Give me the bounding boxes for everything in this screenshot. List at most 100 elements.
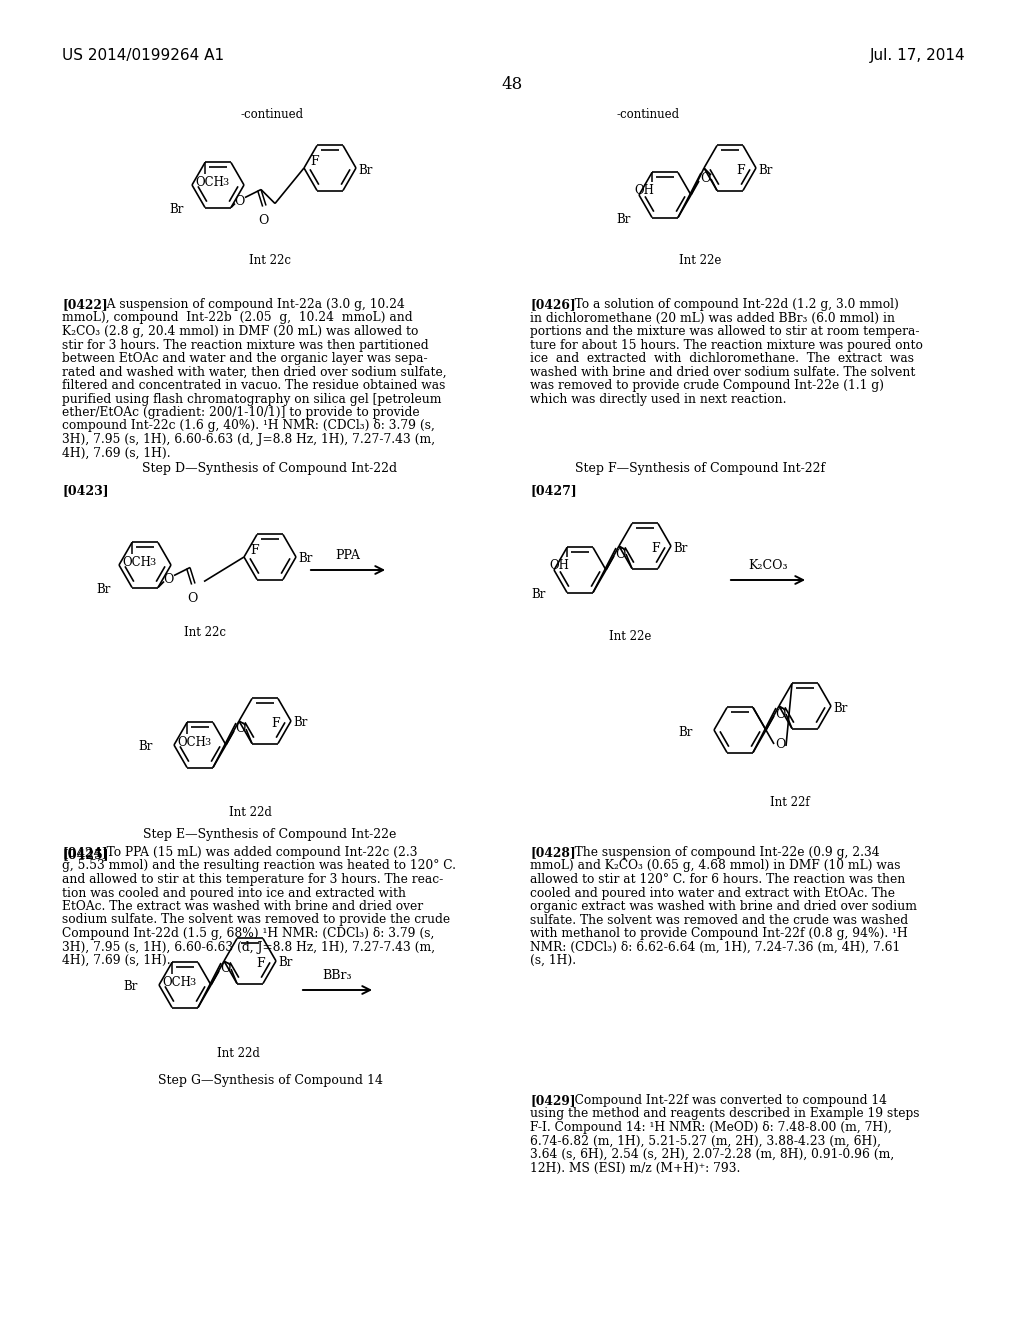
Text: OCH: OCH xyxy=(177,737,206,750)
Text: 3H), 7.95 (s, 1H), 6.60-6.63 (d, J=8.8 Hz, 1H), 7.27-7.43 (m,: 3H), 7.95 (s, 1H), 6.60-6.63 (d, J=8.8 H… xyxy=(62,433,435,446)
Text: 48: 48 xyxy=(502,77,522,92)
Text: F: F xyxy=(736,164,745,177)
Text: O: O xyxy=(234,722,245,735)
Text: Step G—Synthesis of Compound 14: Step G—Synthesis of Compound 14 xyxy=(158,1074,383,1086)
Text: tion was cooled and poured into ice and extracted with: tion was cooled and poured into ice and … xyxy=(62,887,406,899)
Text: organic extract was washed with brine and dried over sodium: organic extract was washed with brine an… xyxy=(530,900,918,913)
Text: sodium sulfate. The solvent was removed to provide the crude: sodium sulfate. The solvent was removed … xyxy=(62,913,451,927)
Text: Compound Int-22d (1.5 g, 68%) ¹H NMR: (CDCl₃) δ: 3.79 (s,: Compound Int-22d (1.5 g, 68%) ¹H NMR: (C… xyxy=(62,927,434,940)
Text: Br: Br xyxy=(833,701,848,714)
Text: O: O xyxy=(775,738,785,751)
Text: [0424]: [0424] xyxy=(62,846,108,859)
Text: allowed to stir at 120° C. for 6 hours. The reaction was then: allowed to stir at 120° C. for 6 hours. … xyxy=(530,873,905,886)
Text: [0429]: [0429] xyxy=(530,1094,575,1107)
Text: Br: Br xyxy=(169,203,183,216)
Text: Br: Br xyxy=(278,957,293,969)
Text: 6.74-6.82 (m, 1H), 5.21-5.27 (m, 2H), 3.88-4.23 (m, 6H),: 6.74-6.82 (m, 1H), 5.21-5.27 (m, 2H), 3.… xyxy=(530,1134,881,1147)
Text: The suspension of compound Int-22e (0.9 g, 2.34: The suspension of compound Int-22e (0.9 … xyxy=(563,846,880,859)
Text: To PPA (15 mL) was added compound Int-22c (2.3: To PPA (15 mL) was added compound Int-22… xyxy=(95,846,418,859)
Text: stir for 3 hours. The reaction mixture was then partitioned: stir for 3 hours. The reaction mixture w… xyxy=(62,338,429,351)
Text: Step D—Synthesis of Compound Int-22d: Step D—Synthesis of Compound Int-22d xyxy=(142,462,397,475)
Text: K₂CO₃ (2.8 g, 20.4 mmol) in DMF (20 mL) was allowed to: K₂CO₃ (2.8 g, 20.4 mmol) in DMF (20 mL) … xyxy=(62,325,419,338)
Text: O: O xyxy=(163,573,173,586)
Text: Br: Br xyxy=(298,553,312,565)
Text: Br: Br xyxy=(138,741,153,754)
Text: A suspension of compound Int-22a (3.0 g, 10.24: A suspension of compound Int-22a (3.0 g,… xyxy=(95,298,404,312)
Text: Br: Br xyxy=(673,541,687,554)
Text: 3: 3 xyxy=(222,178,228,187)
Text: cooled and poured into water and extract with EtOAc. The: cooled and poured into water and extract… xyxy=(530,887,895,899)
Text: Compound Int-22f was converted to compound 14: Compound Int-22f was converted to compou… xyxy=(563,1094,887,1107)
Text: filtered and concentrated in vacuo. The residue obtained was: filtered and concentrated in vacuo. The … xyxy=(62,379,445,392)
Text: F: F xyxy=(651,541,660,554)
Text: Br: Br xyxy=(96,583,111,597)
Text: -continued: -continued xyxy=(241,108,303,121)
Text: O: O xyxy=(258,214,268,227)
Text: O: O xyxy=(699,173,711,186)
Text: Step F—Synthesis of Compound Int-22f: Step F—Synthesis of Compound Int-22f xyxy=(574,462,825,475)
Text: ether/EtOAc (gradient: 200/1-10/1)] to provide to provide: ether/EtOAc (gradient: 200/1-10/1)] to p… xyxy=(62,407,420,418)
Text: [0428]: [0428] xyxy=(530,846,575,859)
Text: which was directly used in next reaction.: which was directly used in next reaction… xyxy=(530,392,786,405)
Text: g, 5.53 mmol) and the resulting reaction was heated to 120° C.: g, 5.53 mmol) and the resulting reaction… xyxy=(62,859,456,873)
Text: Br: Br xyxy=(531,587,546,601)
Text: F: F xyxy=(271,717,281,730)
Text: purified using flash chromatography on silica gel [petroleum: purified using flash chromatography on s… xyxy=(62,392,441,405)
Text: OCH: OCH xyxy=(122,557,151,569)
Text: using the method and reagents described in Example 19 steps: using the method and reagents described … xyxy=(530,1107,920,1121)
Text: US 2014/0199264 A1: US 2014/0199264 A1 xyxy=(62,48,224,63)
Text: 12H). MS (ESI) m/z (M+H)⁺: 793.: 12H). MS (ESI) m/z (M+H)⁺: 793. xyxy=(530,1162,740,1175)
Text: 3.64 (s, 6H), 2.54 (s, 2H), 2.07-2.28 (m, 8H), 0.91-0.96 (m,: 3.64 (s, 6H), 2.54 (s, 2H), 2.07-2.28 (m… xyxy=(530,1148,894,1162)
Text: ice  and  extracted  with  dichloromethane.  The  extract  was: ice and extracted with dichloromethane. … xyxy=(530,352,914,366)
Text: compound Int-22c (1.6 g, 40%). ¹H NMR: (CDCl₃) δ: 3.79 (s,: compound Int-22c (1.6 g, 40%). ¹H NMR: (… xyxy=(62,420,435,433)
Text: Int 22d: Int 22d xyxy=(216,1047,259,1060)
Text: mmoL) and K₂CO₃ (0.65 g, 4.68 mmol) in DMF (10 mL) was: mmoL) and K₂CO₃ (0.65 g, 4.68 mmol) in D… xyxy=(530,859,900,873)
Text: OCH: OCH xyxy=(195,177,224,190)
Text: rated and washed with water, then dried over sodium sulfate,: rated and washed with water, then dried … xyxy=(62,366,446,379)
Text: Int 22d: Int 22d xyxy=(228,807,271,818)
Text: (s, 1H).: (s, 1H). xyxy=(530,954,577,968)
Text: Int 22e: Int 22e xyxy=(679,253,721,267)
Text: F: F xyxy=(251,544,259,557)
Text: EtOAc. The extract was washed with brine and dried over: EtOAc. The extract was washed with brine… xyxy=(62,900,423,913)
Text: O: O xyxy=(186,591,198,605)
Text: and allowed to stir at this temperature for 3 hours. The reac-: and allowed to stir at this temperature … xyxy=(62,873,443,886)
Text: [0427]: [0427] xyxy=(530,484,577,498)
Text: Int 22c: Int 22c xyxy=(249,253,291,267)
Text: between EtOAc and water and the organic layer was sepa-: between EtOAc and water and the organic … xyxy=(62,352,428,366)
Text: OCH: OCH xyxy=(162,977,190,990)
Text: Br: Br xyxy=(293,717,307,730)
Text: Br: Br xyxy=(616,213,631,226)
Text: O: O xyxy=(775,708,785,721)
Text: [0423]: [0423] xyxy=(62,484,109,498)
Text: O: O xyxy=(233,195,244,209)
Text: Step E—Synthesis of Compound Int-22e: Step E—Synthesis of Compound Int-22e xyxy=(143,828,396,841)
Text: Int 22e: Int 22e xyxy=(609,630,651,643)
Text: Br: Br xyxy=(358,164,373,177)
Text: F-I. Compound 14: ¹H NMR: (MeOD) δ: 7.48-8.00 (m, 7H),: F-I. Compound 14: ¹H NMR: (MeOD) δ: 7.48… xyxy=(530,1121,892,1134)
Text: 4H), 7.69 (s, 1H).: 4H), 7.69 (s, 1H). xyxy=(62,446,171,459)
Text: [0426]: [0426] xyxy=(530,298,575,312)
Text: NMR: (CDCl₃) δ: 6.62-6.64 (m, 1H), 7.24-7.36 (m, 4H), 7.61: NMR: (CDCl₃) δ: 6.62-6.64 (m, 1H), 7.24-… xyxy=(530,940,900,953)
Text: PPA: PPA xyxy=(336,549,360,562)
Text: K₂CO₃: K₂CO₃ xyxy=(749,558,787,572)
Text: sulfate. The solvent was removed and the crude was washed: sulfate. The solvent was removed and the… xyxy=(530,913,908,927)
Text: [0422]: [0422] xyxy=(62,298,108,312)
Text: in dichloromethane (20 mL) was added BBr₃ (6.0 mmol) in: in dichloromethane (20 mL) was added BBr… xyxy=(530,312,895,325)
Text: 3: 3 xyxy=(204,738,210,747)
Text: Int 22f: Int 22f xyxy=(770,796,810,809)
Text: washed with brine and dried over sodium sulfate. The solvent: washed with brine and dried over sodium … xyxy=(530,366,915,379)
Text: 4H), 7.69 (s, 1H).: 4H), 7.69 (s, 1H). xyxy=(62,954,171,968)
Text: Br: Br xyxy=(678,726,692,738)
Text: O: O xyxy=(220,962,230,975)
Text: Int 22c: Int 22c xyxy=(184,626,226,639)
Text: Br: Br xyxy=(758,164,772,177)
Text: was removed to provide crude Compound Int-22e (1.1 g): was removed to provide crude Compound In… xyxy=(530,379,884,392)
Text: BBr₃: BBr₃ xyxy=(323,969,352,982)
Text: with methanol to provide Compound Int-22f (0.8 g, 94%). ¹H: with methanol to provide Compound Int-22… xyxy=(530,927,907,940)
Text: -continued: -continued xyxy=(616,108,680,121)
Text: portions and the mixture was allowed to stir at room tempera-: portions and the mixture was allowed to … xyxy=(530,325,920,338)
Text: O: O xyxy=(614,548,626,561)
Text: OH: OH xyxy=(549,560,569,573)
Text: To a solution of compound Int-22d (1.2 g, 3.0 mmol): To a solution of compound Int-22d (1.2 g… xyxy=(563,298,899,312)
